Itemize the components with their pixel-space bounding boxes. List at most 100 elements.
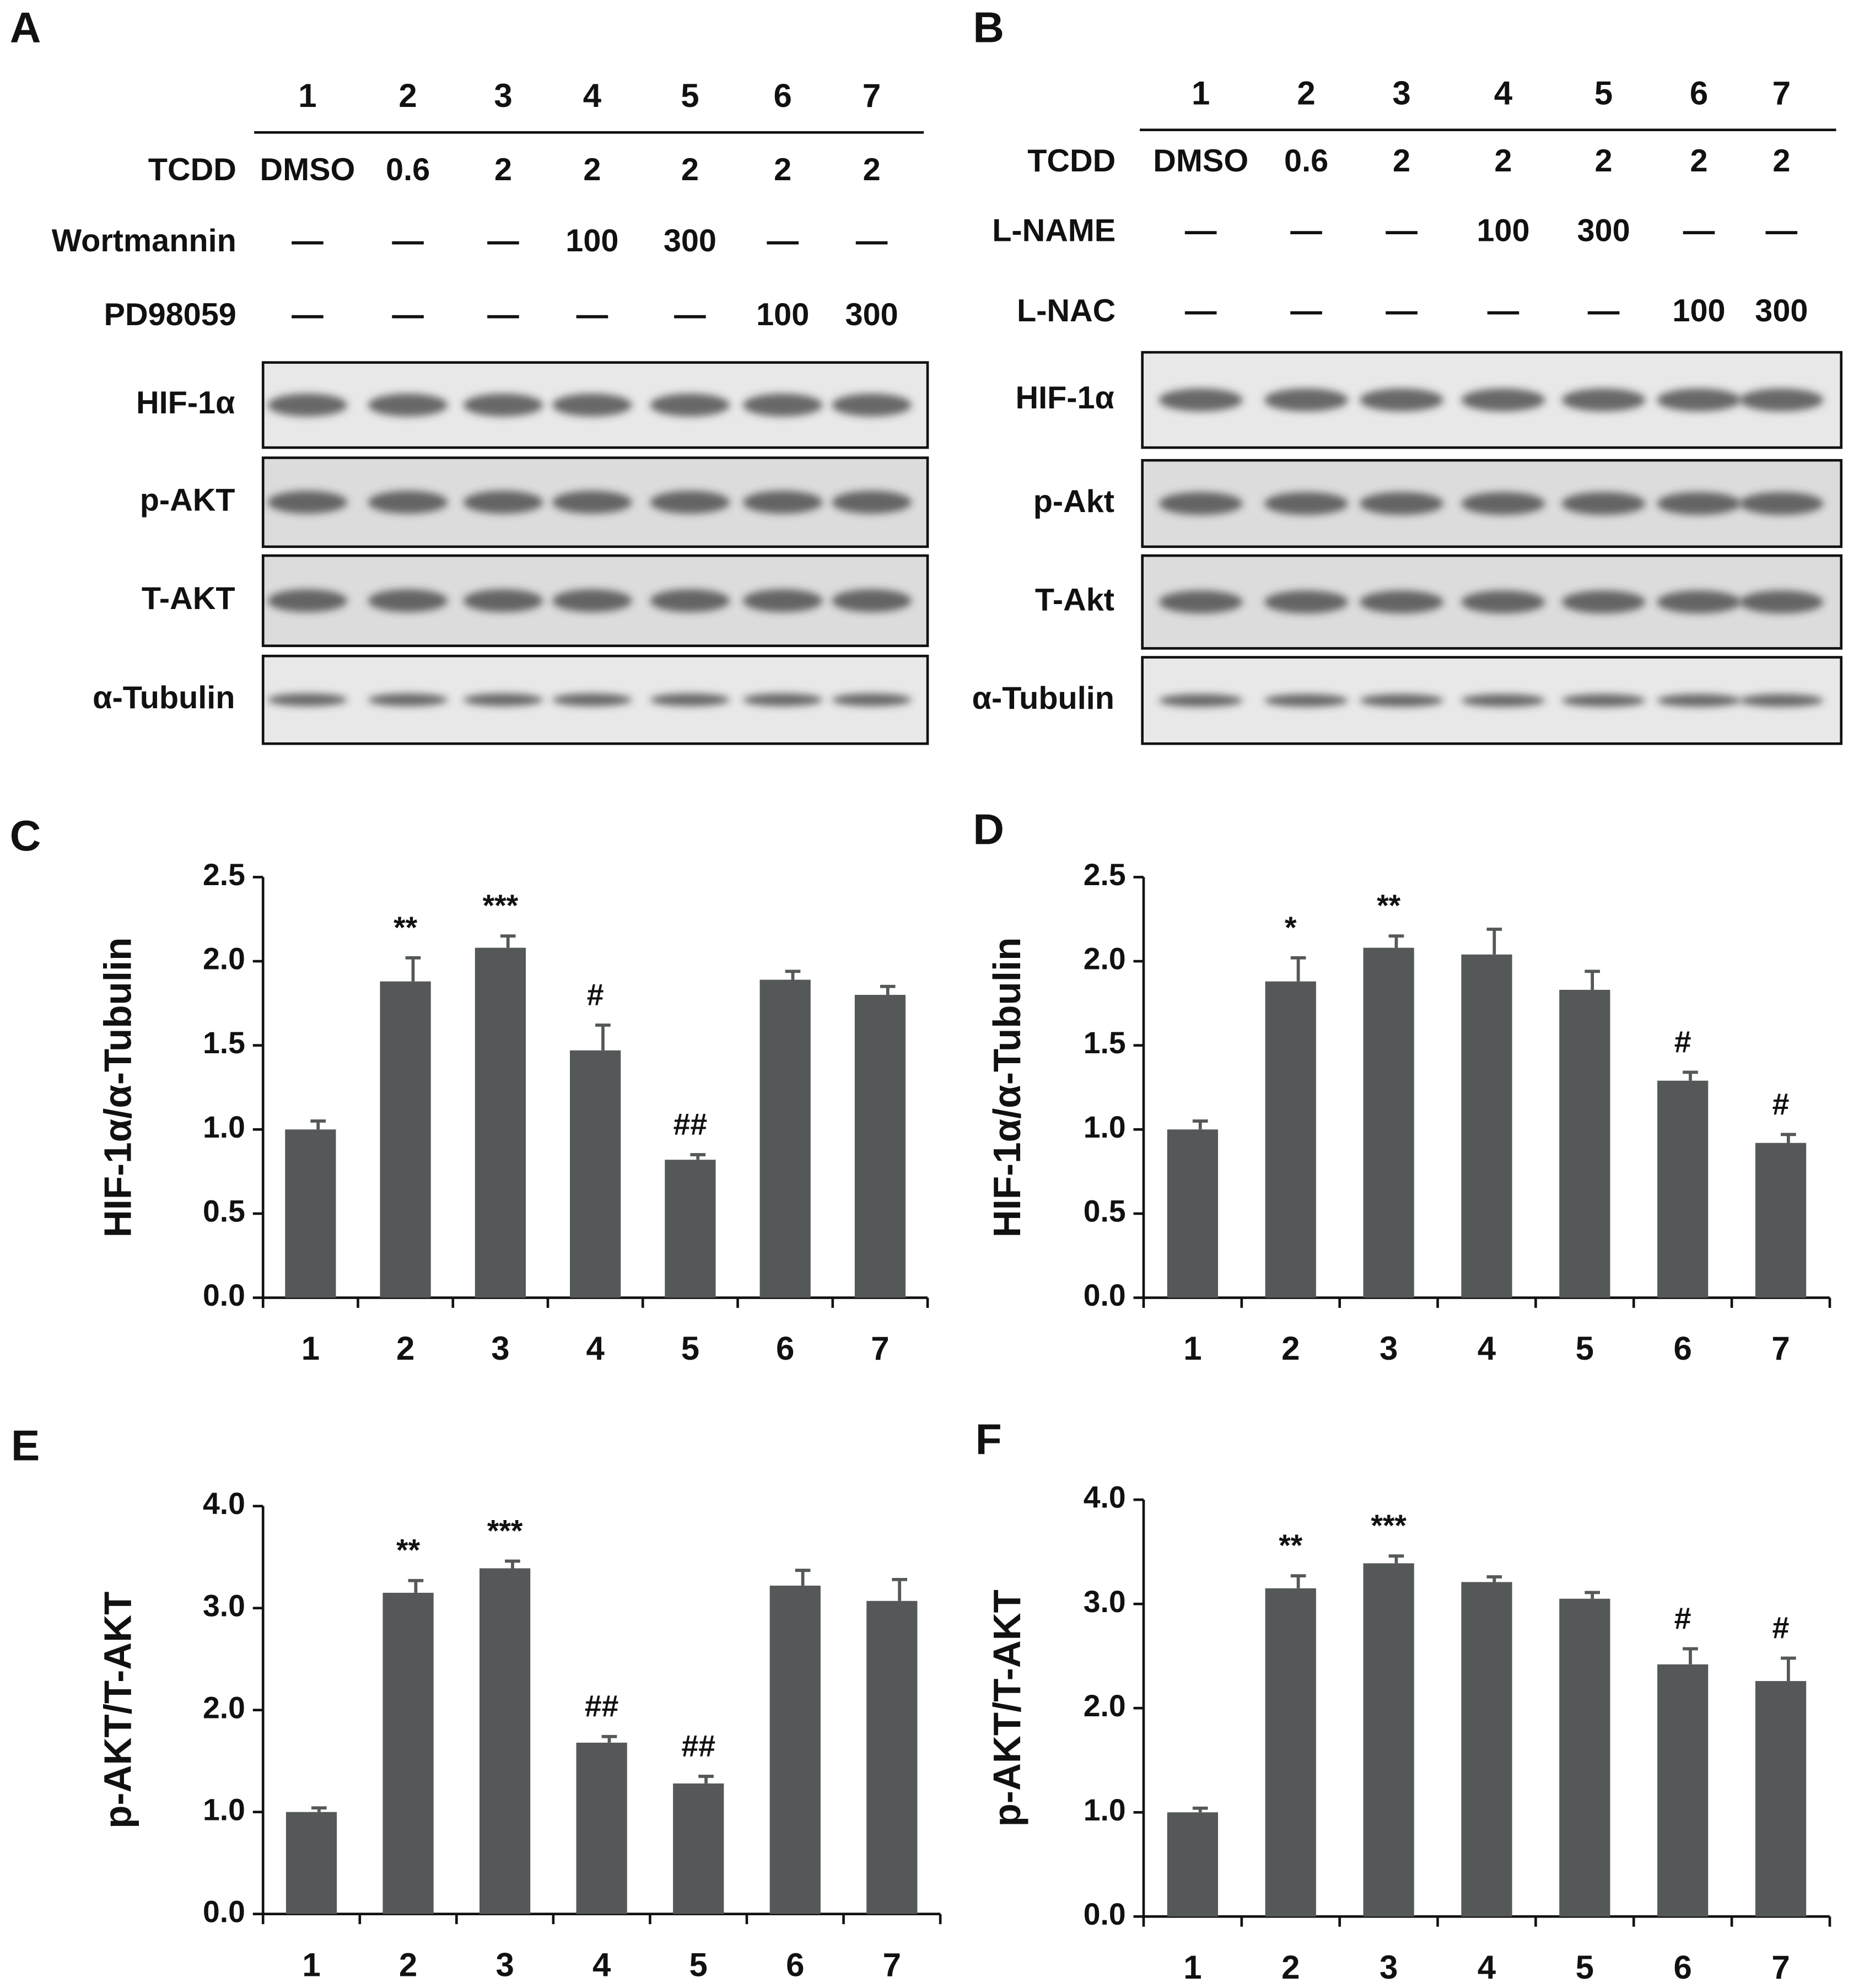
x-tick-label: 7: [1771, 1949, 1790, 1986]
error-bar: [698, 1775, 714, 1784]
band: [463, 491, 543, 514]
bar: [380, 981, 431, 1298]
error-bar: [311, 1806, 327, 1812]
treatment-value: 100: [565, 223, 618, 258]
bar: [1167, 1129, 1219, 1298]
band: [1158, 694, 1243, 707]
band: [742, 491, 823, 514]
y-tick-label: 1.5: [203, 1026, 245, 1060]
treatment-value: —: [1588, 293, 1620, 328]
lane-number: 7: [1772, 74, 1791, 111]
significance-mark: ***: [483, 888, 519, 923]
band: [1561, 388, 1646, 412]
treatment-name: L-NAME: [992, 213, 1116, 249]
error-bar: [500, 934, 516, 948]
panel-label: E: [11, 1421, 40, 1470]
lane-number: 2: [1297, 74, 1315, 111]
x-tick-label: 3: [1380, 1949, 1398, 1986]
x-tick-label: 6: [776, 1330, 794, 1367]
treatment-name: TCDD: [148, 152, 236, 187]
x-tick-label: 2: [396, 1330, 414, 1367]
band: [1158, 492, 1243, 515]
treatment-value: —: [292, 223, 324, 258]
band: [1359, 492, 1444, 515]
band: [650, 394, 730, 417]
treatment-value: —: [1766, 213, 1798, 249]
error-bar: [405, 956, 421, 982]
treatment-value: —: [1290, 293, 1322, 328]
lane-number: 4: [1494, 74, 1513, 111]
bar: [479, 1568, 531, 1914]
treatment-value: —: [767, 223, 799, 258]
y-tick-label: 0.0: [203, 1894, 245, 1928]
y-tick-label: 2.0: [1084, 942, 1126, 976]
treatment-value: 100: [1477, 213, 1529, 249]
error-bar: [1486, 928, 1502, 955]
treatment-value: 2: [494, 152, 512, 187]
band: [267, 589, 348, 612]
band: [1158, 590, 1243, 613]
treatment-name: Wortmannin: [52, 223, 236, 258]
treatment-value: 2: [583, 152, 601, 187]
y-axis-title: p-AKT/T-AKT: [96, 1592, 139, 1829]
error-bar: [1585, 969, 1600, 990]
band: [552, 693, 632, 707]
band: [1657, 492, 1741, 515]
x-tick-label: 6: [786, 1946, 804, 1983]
band: [832, 589, 912, 612]
band: [1739, 492, 1824, 515]
error-bar: [892, 1577, 907, 1601]
bar: [854, 995, 906, 1298]
y-tick-label: 0.0: [1084, 1897, 1126, 1931]
band: [267, 394, 348, 417]
band: [1461, 388, 1545, 412]
bar: [1559, 1598, 1610, 1917]
treatment-value: 2: [681, 152, 699, 187]
band: [1657, 590, 1741, 613]
bar: [1265, 1588, 1316, 1917]
band: [1739, 388, 1824, 412]
band: [267, 693, 348, 707]
x-tick-label: 2: [1281, 1949, 1300, 1986]
treatment-value: 2: [1595, 143, 1613, 179]
bar: [1755, 1143, 1807, 1298]
blot-label: p-AKT: [140, 482, 235, 518]
band: [832, 491, 912, 514]
error-bar: [795, 1569, 811, 1586]
blot-label: T-Akt: [1035, 582, 1114, 617]
band: [1657, 694, 1741, 707]
treatment-value: —: [856, 223, 888, 258]
treatment-value: —: [392, 223, 424, 258]
bar: [1461, 954, 1512, 1298]
y-tick-label: 1.0: [203, 1792, 245, 1827]
y-tick-label: 4.0: [203, 1486, 245, 1521]
panel-label: F: [976, 1415, 1002, 1463]
error-bar: [880, 984, 896, 995]
error-bar: [505, 1559, 520, 1569]
error-bar: [785, 969, 801, 980]
band: [1158, 388, 1243, 412]
x-tick-label: 2: [399, 1946, 417, 1983]
error-bar: [1192, 1806, 1208, 1813]
treatment-name: PD98059: [104, 297, 236, 332]
x-tick-label: 5: [689, 1946, 708, 1983]
treatment-value: DMSO: [260, 152, 355, 187]
treatment-value: —: [487, 223, 519, 258]
treatment-value: 100: [756, 297, 809, 332]
band: [1264, 694, 1349, 707]
band: [368, 491, 448, 514]
bar: [1363, 947, 1414, 1298]
y-tick-label: 2.0: [203, 942, 245, 976]
treatment-value: DMSO: [1153, 143, 1248, 179]
y-tick-label: 4.0: [1084, 1480, 1126, 1515]
panel-label: A: [10, 3, 41, 52]
lane-number: 4: [583, 77, 602, 114]
error-bar: [1388, 1554, 1404, 1564]
bar: [1657, 1080, 1709, 1298]
treatment-value: —: [1290, 213, 1322, 249]
treatment-value: 2: [1494, 143, 1512, 179]
band: [1561, 492, 1646, 515]
x-tick-label: 3: [495, 1946, 514, 1983]
